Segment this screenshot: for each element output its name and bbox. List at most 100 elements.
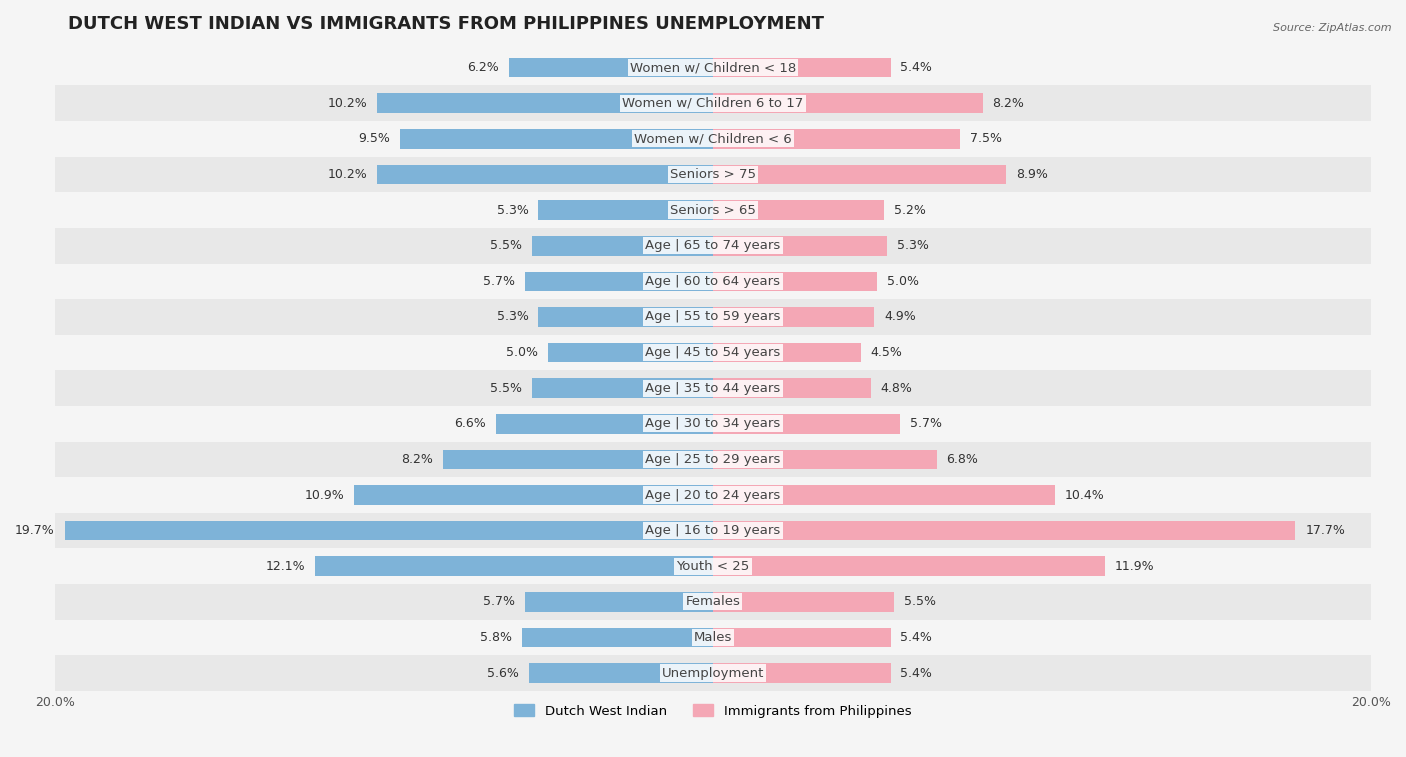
Bar [713,450,936,469]
Text: 5.0%: 5.0% [887,275,920,288]
Bar [531,236,713,256]
Bar [55,86,1371,121]
Text: Seniors > 75: Seniors > 75 [669,168,756,181]
Text: 4.9%: 4.9% [884,310,915,323]
Bar [55,370,1371,406]
Text: Age | 35 to 44 years: Age | 35 to 44 years [645,382,780,394]
Text: 10.9%: 10.9% [305,488,344,502]
Text: 5.0%: 5.0% [506,346,538,359]
Text: Seniors > 65: Seniors > 65 [671,204,756,217]
Text: 5.4%: 5.4% [900,61,932,74]
Text: Youth < 25: Youth < 25 [676,559,749,573]
Text: 17.7%: 17.7% [1305,524,1346,537]
Bar [713,93,983,113]
Text: 8.2%: 8.2% [401,453,433,466]
Text: 7.5%: 7.5% [970,132,1001,145]
Bar [713,307,875,327]
Text: 5.3%: 5.3% [496,310,529,323]
Text: 6.8%: 6.8% [946,453,979,466]
Bar [55,335,1371,370]
Bar [55,299,1371,335]
Text: Age | 25 to 29 years: Age | 25 to 29 years [645,453,780,466]
Bar [55,441,1371,477]
Bar [55,157,1371,192]
Bar [713,236,887,256]
Text: 9.5%: 9.5% [359,132,391,145]
Bar [713,343,860,363]
Text: 5.4%: 5.4% [900,667,932,680]
Text: 11.9%: 11.9% [1115,559,1154,573]
Text: 19.7%: 19.7% [15,524,55,537]
Bar [55,549,1371,584]
Bar [65,521,713,540]
Bar [509,58,713,77]
Text: Age | 16 to 19 years: Age | 16 to 19 years [645,524,780,537]
Text: 4.5%: 4.5% [870,346,903,359]
Text: 10.2%: 10.2% [328,97,367,110]
Text: 5.5%: 5.5% [904,595,936,609]
Bar [401,129,713,148]
Text: 8.9%: 8.9% [1015,168,1047,181]
Text: DUTCH WEST INDIAN VS IMMIGRANTS FROM PHILIPPINES UNEMPLOYMENT: DUTCH WEST INDIAN VS IMMIGRANTS FROM PHI… [67,15,824,33]
Bar [55,584,1371,620]
Bar [713,414,900,434]
Bar [55,192,1371,228]
Bar [713,272,877,291]
Text: Age | 30 to 34 years: Age | 30 to 34 years [645,417,780,430]
Text: Source: ZipAtlas.com: Source: ZipAtlas.com [1274,23,1392,33]
Bar [531,378,713,398]
Text: 5.6%: 5.6% [486,667,519,680]
Bar [538,307,713,327]
Bar [55,512,1371,549]
Bar [522,628,713,647]
Text: Age | 65 to 74 years: Age | 65 to 74 years [645,239,780,252]
Bar [713,201,884,220]
Bar [377,93,713,113]
Text: 5.3%: 5.3% [496,204,529,217]
Text: Age | 60 to 64 years: Age | 60 to 64 years [645,275,780,288]
Text: 5.7%: 5.7% [910,417,942,430]
Bar [713,378,870,398]
Bar [713,556,1105,576]
Text: 10.2%: 10.2% [328,168,367,181]
Text: Age | 55 to 59 years: Age | 55 to 59 years [645,310,780,323]
Text: 6.6%: 6.6% [454,417,486,430]
Text: Age | 20 to 24 years: Age | 20 to 24 years [645,488,780,502]
Bar [55,656,1371,691]
Text: Women w/ Children < 18: Women w/ Children < 18 [630,61,796,74]
Text: 12.1%: 12.1% [266,559,305,573]
Bar [55,263,1371,299]
Bar [55,121,1371,157]
Text: 5.7%: 5.7% [484,275,516,288]
Bar [713,129,960,148]
Bar [526,272,713,291]
Text: Age | 45 to 54 years: Age | 45 to 54 years [645,346,780,359]
Bar [713,58,890,77]
Text: 5.8%: 5.8% [481,631,512,644]
Text: Males: Males [693,631,733,644]
Bar [713,165,1005,184]
Bar [713,592,894,612]
Bar [713,663,890,683]
Bar [713,521,1295,540]
Text: Females: Females [686,595,741,609]
Bar [315,556,713,576]
Bar [496,414,713,434]
Bar [713,628,890,647]
Text: 4.8%: 4.8% [880,382,912,394]
Bar [55,50,1371,86]
Bar [526,592,713,612]
Bar [713,485,1054,505]
Bar [55,620,1371,656]
Text: Women w/ Children 6 to 17: Women w/ Children 6 to 17 [623,97,804,110]
Bar [55,477,1371,512]
Legend: Dutch West Indian, Immigrants from Philippines: Dutch West Indian, Immigrants from Phili… [509,699,917,723]
Text: 5.2%: 5.2% [894,204,925,217]
Text: 5.5%: 5.5% [491,239,522,252]
Text: 5.7%: 5.7% [484,595,516,609]
Text: 10.4%: 10.4% [1064,488,1105,502]
Text: 5.4%: 5.4% [900,631,932,644]
Bar [354,485,713,505]
Bar [377,165,713,184]
Text: 5.3%: 5.3% [897,239,929,252]
